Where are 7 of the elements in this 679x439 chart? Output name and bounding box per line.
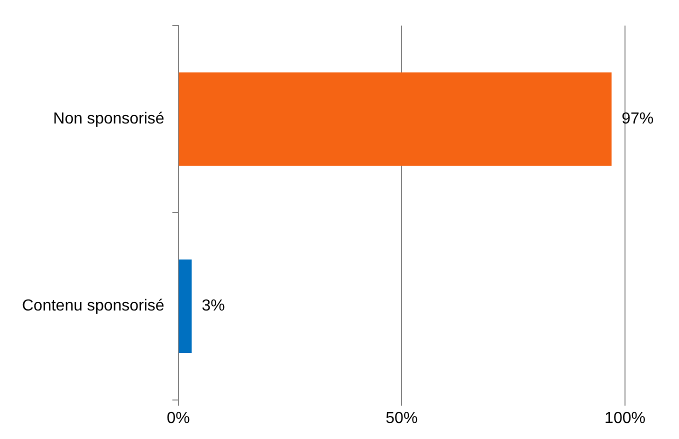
y-tick-label: Contenu sponsorisé bbox=[22, 298, 164, 315]
data-label: 97% bbox=[622, 110, 654, 128]
x-tick-label: 0% bbox=[166, 410, 190, 427]
x-tick-label: 50% bbox=[386, 410, 418, 427]
data-label: 3% bbox=[202, 298, 225, 315]
y-tick-label: Non sponsorisé bbox=[53, 110, 164, 128]
x-tick-label: 100% bbox=[604, 410, 646, 427]
